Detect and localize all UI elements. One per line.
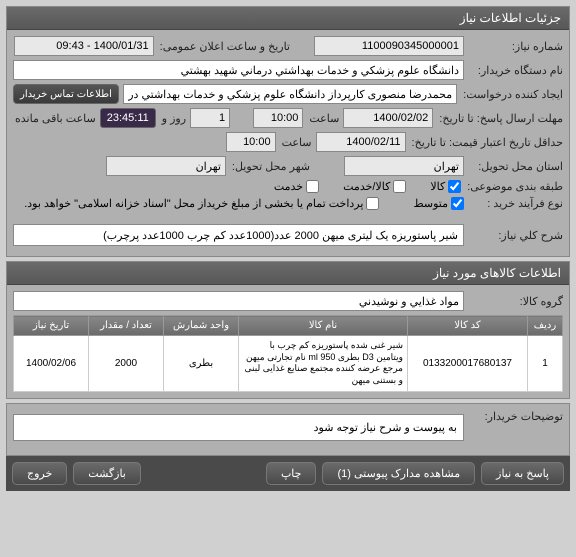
- buyer-notes-box: به پیوست و شرح نیاز توجه شود: [13, 414, 464, 441]
- delivery-state-label: استان محل تحویل:: [468, 160, 563, 173]
- back-button[interactable]: بازگشت: [73, 462, 141, 485]
- panel-body: شماره نیاز: 1100090345000001 تاریخ و ساع…: [7, 30, 569, 256]
- contact-buyer-button[interactable]: اطلاعات تماس خریدار: [13, 84, 119, 104]
- cell-unit: بطری: [164, 336, 239, 392]
- col-name: نام کالا: [239, 316, 408, 336]
- need-no-value: 1100090345000001: [314, 36, 464, 56]
- buyer-notes-section: توضیحات خریدار: به پیوست و شرح نیاز توجه…: [6, 403, 570, 456]
- group-label: گروه کالا:: [468, 295, 563, 308]
- cell-date: 1400/02/06: [14, 336, 89, 392]
- validity-time-label: ساعت: [280, 136, 312, 149]
- delivery-city: تهران: [106, 156, 226, 176]
- delivery-city-label: شهر محل تحویل:: [230, 160, 310, 173]
- desc-input[interactable]: [13, 224, 464, 246]
- action-bar: پاسخ به نیاز مشاهده مدارک پیوستی (1) چاپ…: [6, 456, 570, 491]
- chk-service[interactable]: [306, 180, 319, 193]
- delivery-state: تهران: [344, 156, 464, 176]
- remaining-label: ساعت باقی مانده: [13, 112, 96, 125]
- col-unit: واحد شمارش: [164, 316, 239, 336]
- deadline-time: 10:00: [253, 108, 303, 128]
- desc-label: شرح کلي نياز:: [468, 229, 563, 242]
- creator-input[interactable]: [123, 84, 457, 104]
- table-header-row: ردیف کد کالا نام کالا واحد شمارش تعداد /…: [14, 316, 563, 336]
- need-no-label: شماره نیاز:: [468, 40, 563, 53]
- chk-goods-label: کالا: [430, 180, 445, 193]
- col-idx: ردیف: [528, 316, 563, 336]
- buy-note: پرداخت تمام یا بخشی از مبلغ خریداز محل "…: [24, 197, 363, 210]
- goods-table: ردیف کد کالا نام کالا واحد شمارش تعداد /…: [13, 315, 563, 392]
- chk-mid-label: متوسط: [413, 197, 448, 210]
- table-row[interactable]: 1 0133200017680137 شیر غنی شده پاستوریزه…: [14, 336, 563, 392]
- chk-treasury[interactable]: [366, 197, 379, 210]
- chk-mid[interactable]: [451, 197, 464, 210]
- buyer-org-label: نام دستگاه خریدار:: [468, 64, 563, 77]
- announce-label: تاریخ و ساعت اعلان عمومی:: [158, 40, 290, 53]
- buy-type-label: نوع فرآیند خرید :: [468, 197, 563, 210]
- days-label: روز و: [160, 112, 186, 125]
- cell-name: شیر غنی شده پاستوریزه کم چرب با ویتامین …: [239, 336, 408, 392]
- countdown-timer: 23:45:11: [100, 108, 156, 128]
- col-qty: تعداد / مقدار: [89, 316, 164, 336]
- chk-goods[interactable]: [448, 180, 461, 193]
- print-button[interactable]: چاپ: [266, 462, 317, 485]
- chk-goods-service-wrap[interactable]: کالا/خدمت: [343, 180, 406, 193]
- chk-service-label: خدمت: [274, 180, 303, 193]
- buyer-notes-label: توضیحات خریدار:: [468, 410, 563, 423]
- cell-idx: 1: [528, 336, 563, 392]
- attachments-button[interactable]: مشاهده مدارک پیوستی (1): [322, 462, 475, 485]
- cell-code: 0133200017680137: [408, 336, 528, 392]
- days-value: 1: [190, 108, 230, 128]
- chk-mid-wrap[interactable]: متوسط: [413, 197, 464, 210]
- respond-button[interactable]: پاسخ به نیاز: [481, 462, 564, 485]
- validity-label: حداقل تاریخ اعتبار قیمت: تا تاریخ:: [410, 136, 563, 149]
- deadline-label: مهلت ارسال پاسخ: تا تاریخ:: [437, 112, 563, 125]
- exit-button[interactable]: خروج: [12, 462, 67, 485]
- chk-goods-service[interactable]: [393, 180, 406, 193]
- class-label: طبقه بندی موضوعی:: [465, 180, 563, 193]
- group-input[interactable]: [13, 291, 464, 311]
- col-date: تاریخ نیاز: [14, 316, 89, 336]
- chk-goods-wrap[interactable]: کالا: [430, 180, 461, 193]
- goods-panel-title: اطلاعات کالاهای مورد نیاز: [7, 262, 569, 285]
- need-details-panel: جزئیات اطلاعات نیاز شماره نیاز: 11000903…: [6, 6, 570, 257]
- chk-treasury-wrap[interactable]: پرداخت تمام یا بخشی از مبلغ خریداز محل "…: [24, 197, 379, 210]
- validity-time: 10:00: [226, 132, 276, 152]
- deadline-time-label: ساعت: [307, 112, 339, 125]
- panel-title: جزئیات اطلاعات نیاز: [7, 7, 569, 30]
- cell-qty: 2000: [89, 336, 164, 392]
- deadline-date: 1400/02/02: [343, 108, 433, 128]
- goods-panel: اطلاعات کالاهای مورد نیاز گروه کالا: ردی…: [6, 261, 570, 399]
- creator-label: ایجاد کننده درخواست:: [461, 88, 563, 101]
- validity-date: 1400/02/11: [316, 132, 406, 152]
- chk-goods-service-label: کالا/خدمت: [343, 180, 390, 193]
- chk-service-wrap[interactable]: خدمت: [274, 180, 319, 193]
- announce-value: 1400/01/31 - 09:43: [14, 36, 154, 56]
- buyer-org-input[interactable]: [13, 60, 464, 80]
- goods-table-wrap: ردیف کد کالا نام کالا واحد شمارش تعداد /…: [13, 315, 563, 392]
- col-code: کد کالا: [408, 316, 528, 336]
- goods-panel-body: گروه کالا: ردیف کد کالا نام کالا واحد شم…: [7, 285, 569, 398]
